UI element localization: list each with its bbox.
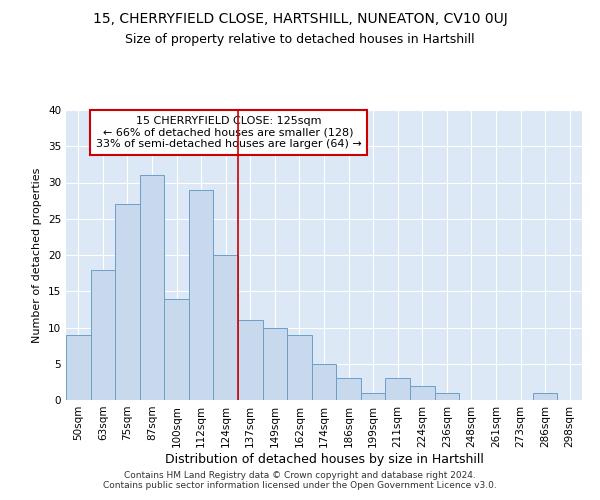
Bar xyxy=(189,190,214,400)
Bar xyxy=(238,320,263,400)
Bar xyxy=(214,255,238,400)
Bar xyxy=(533,393,557,400)
Bar xyxy=(263,328,287,400)
Bar xyxy=(66,335,91,400)
Bar xyxy=(91,270,115,400)
Text: Contains HM Land Registry data © Crown copyright and database right 2024.
Contai: Contains HM Land Registry data © Crown c… xyxy=(103,470,497,490)
Text: 15 CHERRYFIELD CLOSE: 125sqm
← 66% of detached houses are smaller (128)
33% of s: 15 CHERRYFIELD CLOSE: 125sqm ← 66% of de… xyxy=(95,116,361,149)
Bar xyxy=(410,386,434,400)
Bar xyxy=(361,393,385,400)
Bar xyxy=(336,378,361,400)
Y-axis label: Number of detached properties: Number of detached properties xyxy=(32,168,43,342)
Bar xyxy=(385,378,410,400)
Bar xyxy=(140,176,164,400)
Bar xyxy=(312,364,336,400)
Bar xyxy=(164,298,189,400)
Bar xyxy=(434,393,459,400)
Bar xyxy=(287,335,312,400)
Text: 15, CHERRYFIELD CLOSE, HARTSHILL, NUNEATON, CV10 0UJ: 15, CHERRYFIELD CLOSE, HARTSHILL, NUNEAT… xyxy=(92,12,508,26)
Text: Size of property relative to detached houses in Hartshill: Size of property relative to detached ho… xyxy=(125,32,475,46)
X-axis label: Distribution of detached houses by size in Hartshill: Distribution of detached houses by size … xyxy=(164,452,484,466)
Bar xyxy=(115,204,140,400)
